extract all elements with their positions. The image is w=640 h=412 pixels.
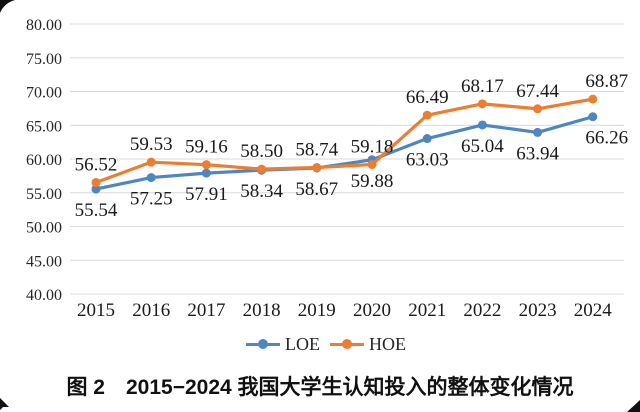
y-tick-label: 75.00 [26, 51, 62, 68]
series-line-hoe [94, 97, 595, 185]
marker-hoe [422, 110, 432, 120]
data-label-loe: 57.25 [130, 189, 173, 210]
marker-loe [588, 112, 598, 122]
data-label-hoe: 68.87 [585, 71, 628, 92]
data-label-loe: 59.88 [351, 171, 394, 192]
y-tick-label: 50.00 [26, 220, 62, 237]
marker-loe [422, 134, 432, 144]
data-label-loe: 58.34 [240, 181, 283, 202]
y-tick-label: 55.00 [26, 186, 62, 203]
marker-loe [201, 168, 211, 178]
legend-label-hoe: HOE [369, 333, 406, 354]
marker-hoe [312, 163, 322, 173]
x-tick-label: 2019 [298, 300, 336, 321]
loe-line-marker-icon [246, 339, 280, 349]
x-tick-label: 2021 [408, 300, 446, 321]
data-label-loe: 63.03 [406, 150, 449, 171]
data-label-hoe: 67.44 [516, 81, 559, 102]
marker-loe [533, 127, 543, 137]
legend-item-hoe: HOE [330, 334, 406, 355]
y-tick-label: 65.00 [26, 118, 62, 135]
x-tick-label: 2017 [187, 300, 225, 321]
figure-caption: 图 2 2015−2024 我国大学生认知投入的整体变化情况 [66, 376, 574, 399]
data-label-loe: 66.26 [585, 128, 628, 149]
data-label-hoe: 58.50 [240, 141, 283, 162]
marker-hoe [146, 157, 156, 167]
data-label-hoe: 59.53 [130, 134, 173, 155]
data-label-loe: 55.54 [75, 200, 118, 221]
data-label-loe: 57.91 [185, 184, 228, 205]
marker-loe [91, 184, 101, 194]
legend-label-loe: LOE [285, 333, 320, 354]
series-line-loe [94, 115, 595, 191]
x-tick-label: 2018 [243, 300, 281, 321]
hoe-line-marker-icon [330, 339, 364, 349]
marker-hoe [91, 177, 101, 187]
legend: LOE HOE [0, 333, 640, 355]
data-label-hoe: 58.74 [295, 140, 338, 161]
data-label-loe: 63.94 [516, 143, 559, 164]
x-tick-label: 2020 [353, 300, 391, 321]
x-tick-label: 2022 [463, 300, 501, 321]
data-label-hoe: 59.16 [185, 137, 228, 158]
x-tick-label: 2015 [77, 300, 115, 321]
data-label-hoe: 68.17 [461, 76, 504, 97]
y-tick-label: 80.00 [26, 17, 62, 34]
marker-loe [477, 120, 487, 130]
marker-loe [146, 173, 156, 183]
x-tick-label: 2016 [132, 300, 170, 321]
marker-hoe [477, 99, 487, 109]
marker-hoe [533, 104, 543, 114]
artifact-bottom-right-corner [627, 400, 640, 412]
marker-hoe [367, 160, 377, 170]
y-tick-label: 70.00 [26, 85, 62, 102]
data-label-hoe: 56.52 [75, 154, 118, 175]
data-label-loe: 65.04 [461, 136, 504, 157]
data-label-hoe: 66.49 [406, 87, 449, 108]
y-tick-label: 60.00 [26, 152, 62, 169]
y-tick-label: 45.00 [26, 253, 62, 270]
x-tick-label: 2024 [574, 300, 613, 321]
marker-hoe [257, 164, 267, 174]
x-tick-label: 2023 [519, 300, 557, 321]
marker-hoe [201, 160, 211, 170]
legend-item-loe: LOE [246, 334, 320, 355]
marker-hoe [588, 94, 598, 104]
data-label-hoe: 59.18 [351, 137, 394, 158]
y-tick-label: 40.00 [26, 287, 62, 304]
data-label-loe: 58.67 [295, 179, 338, 200]
line-chart: 80.00 75.00 70.00 65.00 60.00 55.00 50.00 45.00… [26, 17, 628, 321]
